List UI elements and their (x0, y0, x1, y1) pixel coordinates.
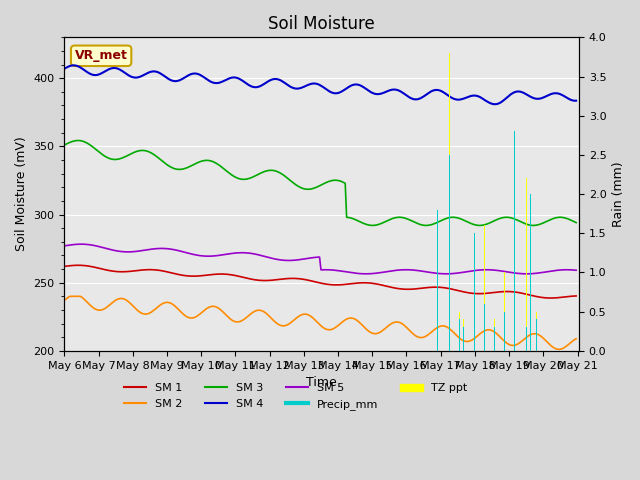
Title: Soil Moisture: Soil Moisture (268, 15, 375, 33)
Bar (459, 312, 460, 351)
Bar (494, 320, 495, 351)
Bar (530, 273, 531, 351)
Y-axis label: Rain (mm): Rain (mm) (612, 161, 625, 227)
Bar (474, 233, 476, 351)
Bar (437, 233, 438, 351)
Bar (504, 312, 506, 351)
Bar (484, 226, 486, 351)
Y-axis label: Soil Moisture (mV): Soil Moisture (mV) (15, 137, 28, 252)
Bar (536, 320, 537, 351)
Bar (463, 320, 464, 351)
Bar (449, 155, 450, 351)
Bar (437, 210, 438, 351)
Bar (474, 257, 476, 351)
Bar (504, 273, 506, 351)
Bar (449, 53, 450, 351)
Legend: SM 1, SM 2, SM 3, SM 4, SM 5, Precip_mm, TZ ppt: SM 1, SM 2, SM 3, SM 4, SM 5, Precip_mm,… (120, 379, 472, 414)
Bar (484, 304, 486, 351)
Bar (459, 320, 460, 351)
X-axis label: Time: Time (307, 376, 337, 389)
Bar (536, 312, 537, 351)
Bar (525, 327, 527, 351)
Bar (530, 194, 531, 351)
Text: VR_met: VR_met (75, 49, 127, 62)
Bar (525, 179, 527, 351)
Bar (463, 327, 464, 351)
Bar (494, 327, 495, 351)
